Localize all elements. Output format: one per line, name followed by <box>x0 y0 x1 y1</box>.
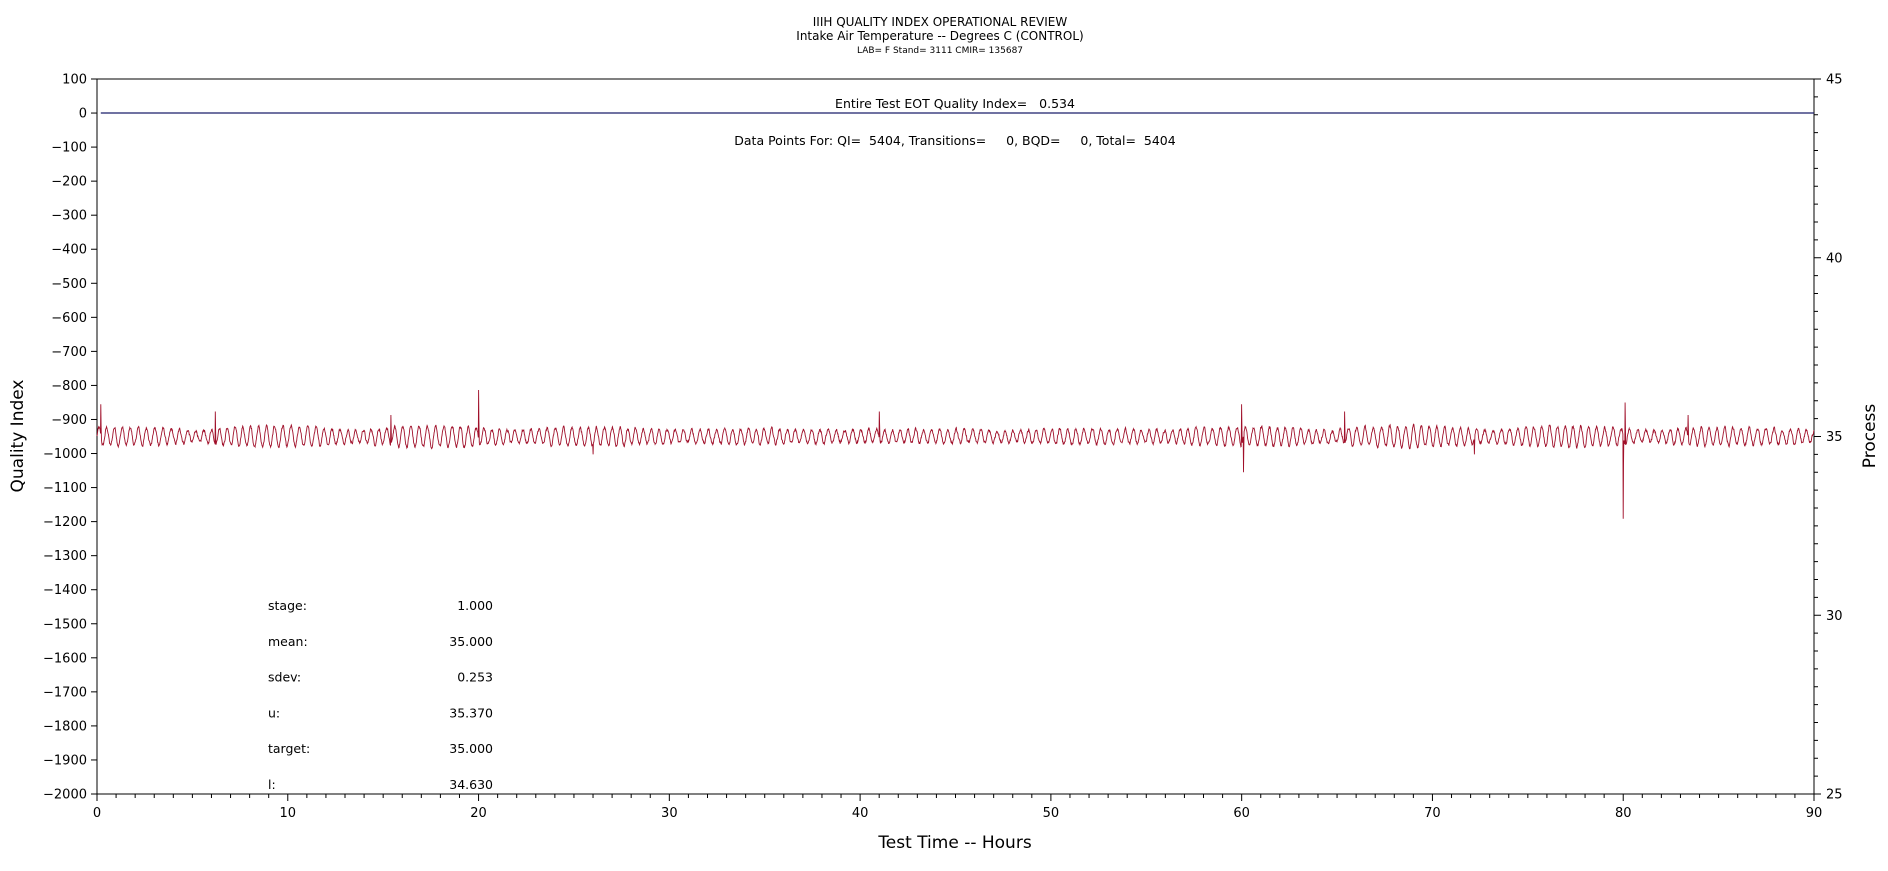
chart-subtitle-2: LAB= F Stand= 3111 CMIR= 135687 <box>857 46 1023 56</box>
stats-panel: stage: 1.000 mean: 35.000 sdev: 0.253 u: 35.370… <box>268 598 493 792</box>
y-left-tick-label: −200 <box>51 175 87 190</box>
x-axis: 0 10 20 30 40 50 60 70 80 90 <box>93 794 1822 821</box>
y-right-tick-label: 45 <box>1826 73 1843 88</box>
stat-value: 34.630 <box>449 777 493 792</box>
y-left-tick-label: −100 <box>51 141 87 156</box>
stat-value: 35.000 <box>449 634 493 649</box>
right-axis: 45 40 35 30 25 <box>1814 73 1843 803</box>
stat-value: 35.370 <box>449 705 493 720</box>
x-axis-title: Test Time -- Hours <box>877 833 1032 853</box>
eot-quality-index-annotation: Entire Test EOT Quality Index= 0.534 <box>835 96 1075 111</box>
y-left-tick-label: −1000 <box>43 447 87 462</box>
y-right-tick-label: 40 <box>1826 251 1843 266</box>
x-tick-label: 40 <box>852 806 869 821</box>
y-left-tick-label: 100 <box>62 73 87 88</box>
x-tick-label: 0 <box>93 806 101 821</box>
y-left-tick-label: −600 <box>51 311 87 326</box>
x-tick-label: 80 <box>1615 806 1632 821</box>
process-series <box>96 389 1815 519</box>
stat-label: target: <box>268 741 310 756</box>
x-tick-label: 70 <box>1424 806 1441 821</box>
y-left-tick-label: −300 <box>51 209 87 224</box>
y-left-tick-label: −900 <box>51 413 87 428</box>
chart-subtitle: Intake Air Temperature -- Degrees C (CON… <box>796 29 1083 43</box>
x-tick-label: 60 <box>1233 806 1250 821</box>
x-tick-label: 10 <box>280 806 297 821</box>
y-left-tick-label: −700 <box>51 345 87 360</box>
y-left-tick-label: −1200 <box>43 515 87 530</box>
y-left-tick-label: −1500 <box>43 617 87 632</box>
x-tick-label: 20 <box>470 806 487 821</box>
y-left-tick-label: −1400 <box>43 583 87 598</box>
stat-value: 35.000 <box>449 741 493 756</box>
stat-label: l: <box>268 777 276 792</box>
stat-label: sdev: <box>268 670 301 685</box>
y-left-tick-label: −1800 <box>43 719 87 734</box>
y-right-tick-label: 25 <box>1826 788 1843 803</box>
y-left-tick-label: 0 <box>79 107 87 122</box>
y-left-tick-label: −1100 <box>43 481 87 496</box>
process-line <box>96 389 1815 519</box>
left-axis: 100 0 −100 −200 −300 −400 −500 −600 −700 −800 −900… <box>43 73 97 803</box>
stat-label: stage: <box>268 598 307 613</box>
x-tick-label: 50 <box>1043 806 1060 821</box>
y-axis-title-right: Process <box>1860 404 1880 469</box>
y-left-tick-label: −800 <box>51 379 87 394</box>
y-left-tick-label: −1900 <box>43 753 87 768</box>
data-points-annotation: Data Points For: QI= 5404, Transitions= … <box>734 133 1175 148</box>
y-left-tick-label: −1700 <box>43 685 87 700</box>
stat-value: 1.000 <box>457 598 493 613</box>
x-tick-label: 30 <box>661 806 678 821</box>
stat-label: u: <box>268 705 280 720</box>
y-axis-title-left: Quality Index <box>8 380 28 493</box>
y-left-tick-label: −2000 <box>43 788 87 803</box>
y-left-tick-label: −1600 <box>43 651 87 666</box>
y-left-tick-label: −1300 <box>43 549 87 564</box>
x-tick-label: 90 <box>1806 806 1823 821</box>
y-left-tick-label: −500 <box>51 277 87 292</box>
y-right-tick-label: 35 <box>1826 430 1843 445</box>
stat-value: 0.253 <box>457 670 493 685</box>
y-right-tick-label: 30 <box>1826 609 1843 624</box>
stat-label: mean: <box>268 634 308 649</box>
y-left-tick-label: −400 <box>51 243 87 258</box>
chart-title: IIIH QUALITY INDEX OPERATIONAL REVIEW <box>813 15 1068 29</box>
